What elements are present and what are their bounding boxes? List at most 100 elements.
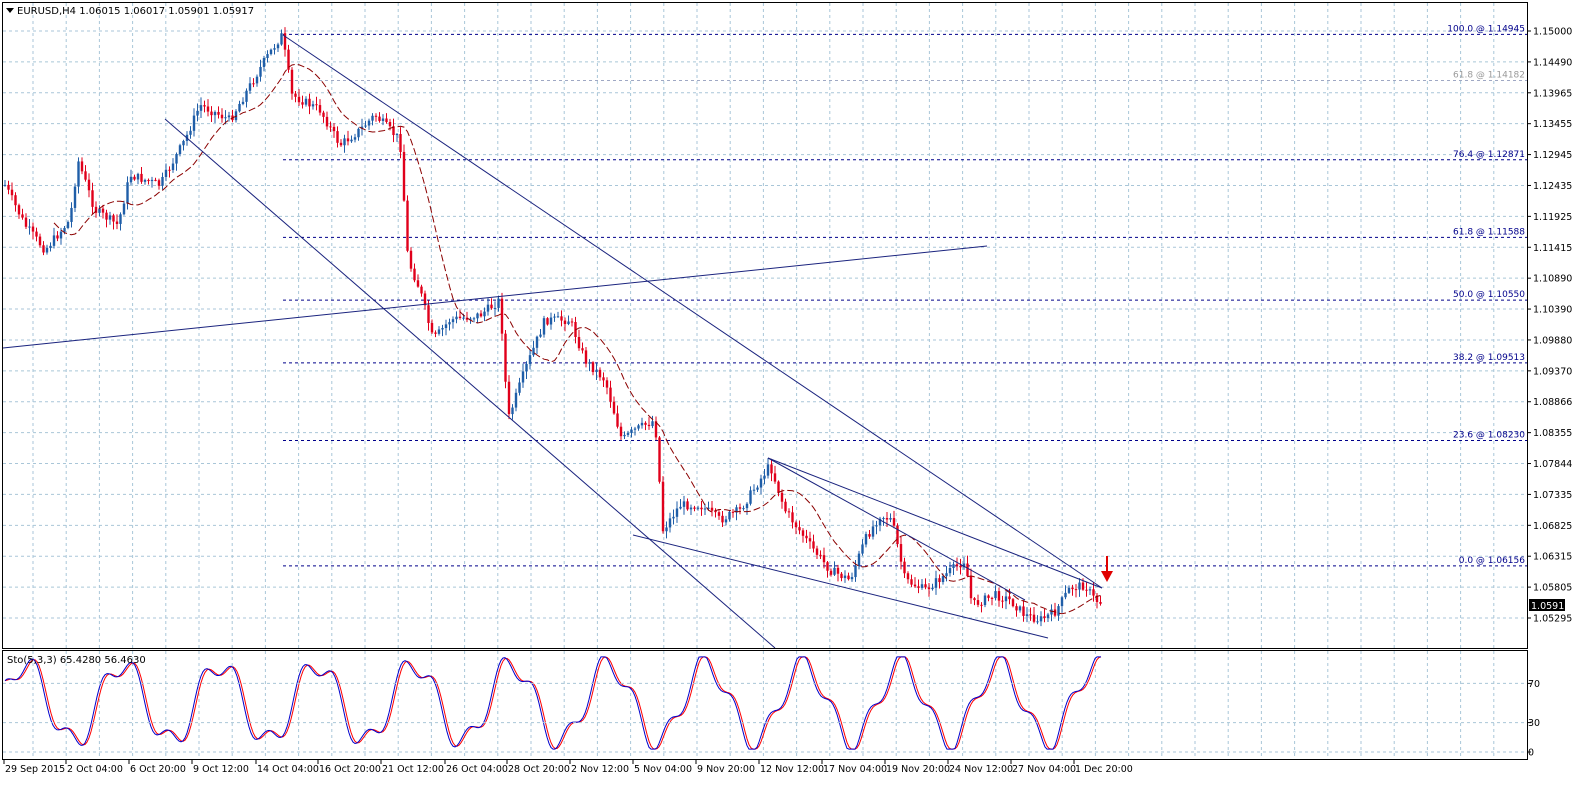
price-tick-label: 1.05295 bbox=[1533, 614, 1572, 625]
candle-body bbox=[248, 83, 252, 91]
candle-body bbox=[752, 489, 756, 491]
candle-body bbox=[1064, 592, 1067, 598]
candle-body bbox=[556, 316, 560, 318]
candle-body bbox=[931, 587, 934, 590]
time-tick-label: 2 Oct 04:00 bbox=[67, 764, 123, 775]
candle-body bbox=[178, 145, 182, 155]
candle-body bbox=[87, 179, 91, 191]
candle-body bbox=[315, 104, 318, 106]
candle-body bbox=[959, 565, 962, 568]
candle-body bbox=[899, 544, 903, 562]
candle-body bbox=[311, 104, 315, 107]
candle-body bbox=[360, 126, 364, 129]
candle-body bbox=[220, 114, 224, 119]
current-price-label: 1.05917 bbox=[1531, 601, 1570, 612]
candle-body bbox=[693, 507, 696, 509]
candle-body bbox=[364, 125, 367, 127]
candle-body bbox=[644, 422, 647, 425]
candle-body bbox=[287, 49, 290, 70]
triangle-down-icon[interactable] bbox=[6, 8, 14, 13]
candle-body bbox=[329, 126, 332, 128]
candle-body bbox=[308, 98, 311, 107]
candle-body bbox=[924, 584, 927, 588]
trendline bbox=[767, 457, 1103, 589]
candle-body bbox=[1025, 614, 1029, 616]
candle-body bbox=[857, 553, 861, 566]
fib-level-label: 100.0 @ 1.14945 bbox=[1447, 24, 1525, 34]
candle-body bbox=[840, 573, 843, 579]
candle-body bbox=[252, 83, 255, 85]
candle-body bbox=[577, 336, 581, 349]
candle-body bbox=[1085, 589, 1088, 591]
candle-body bbox=[119, 214, 122, 224]
symbol-header: EURUSD,H4 1.06015 1.06017 1.05901 1.0591… bbox=[17, 6, 254, 17]
candle-body bbox=[780, 492, 784, 502]
candle-body bbox=[416, 280, 420, 287]
trendline bbox=[164, 118, 776, 649]
candle-body bbox=[518, 382, 521, 393]
candle-body bbox=[451, 319, 455, 323]
candle-body bbox=[1022, 606, 1025, 616]
candle-body bbox=[773, 473, 777, 482]
fibonacci-retracement[interactable]: 100.0 @ 1.14945 61.8 @ 1.14182 76.4 @ 1.12… bbox=[283, 24, 1527, 567]
candle-body bbox=[917, 586, 920, 588]
trendline bbox=[632, 534, 1049, 639]
candle-body bbox=[409, 250, 413, 269]
candle-body bbox=[490, 304, 493, 309]
candle-body bbox=[21, 214, 24, 218]
candle-body bbox=[658, 437, 661, 482]
price-tick-label: 1.12435 bbox=[1533, 181, 1572, 192]
candle-body bbox=[714, 510, 717, 513]
time-tick-label: 1 Dec 20:00 bbox=[1075, 764, 1133, 775]
candle-body bbox=[584, 350, 588, 364]
indicator-frame bbox=[2, 650, 1528, 760]
candle-body bbox=[1099, 602, 1102, 604]
candle-body bbox=[56, 235, 59, 239]
candle-body bbox=[742, 508, 745, 510]
candle-body bbox=[910, 579, 913, 585]
indicator-label: Sto(5,3,3) 65.4280 56.4630 bbox=[7, 655, 146, 666]
time-axis[interactable]: 29 Sep 2015 2 Oct 04:00 6 Oct 20:00 9 Oct 1… bbox=[3, 760, 1133, 775]
time-tick-label: 14 Oct 04:00 bbox=[257, 764, 319, 775]
candle-body bbox=[997, 591, 1001, 601]
candle-body bbox=[301, 102, 304, 105]
candle-body bbox=[80, 161, 84, 172]
candle-body bbox=[623, 434, 626, 437]
price-tick-label: 1.12945 bbox=[1533, 150, 1572, 161]
candle-body bbox=[829, 570, 833, 575]
candle-body bbox=[234, 111, 238, 121]
candle-body bbox=[10, 189, 14, 196]
stoch-main-line bbox=[4, 656, 1101, 750]
candle-body bbox=[724, 519, 728, 523]
candle-body bbox=[1078, 582, 1081, 590]
candle-body bbox=[122, 203, 126, 215]
candle-body bbox=[1043, 616, 1046, 619]
candle-body bbox=[749, 490, 752, 504]
candle-body bbox=[654, 421, 658, 438]
candle-body bbox=[640, 422, 644, 426]
candle-body bbox=[987, 595, 990, 598]
candle-body bbox=[847, 575, 850, 580]
candle-body bbox=[570, 321, 574, 323]
trendline bbox=[767, 457, 1026, 601]
time-tick-label: 24 Nov 12:00 bbox=[949, 764, 1013, 775]
candle-body bbox=[745, 503, 749, 509]
price-axis[interactable]: 1.15000 1.14490 1.13965 1.13455 1.12945 1.124… bbox=[1527, 27, 1572, 625]
candle-body bbox=[458, 316, 462, 318]
candle-body bbox=[798, 527, 801, 531]
stochastic-oscillator bbox=[4, 656, 1102, 750]
candle-body bbox=[49, 245, 52, 249]
candle-body bbox=[98, 208, 101, 213]
candle-body bbox=[710, 507, 714, 511]
candle-body bbox=[1011, 599, 1015, 607]
candle-body bbox=[276, 44, 280, 49]
candle-body bbox=[1029, 614, 1032, 616]
price-tick-label: 1.06315 bbox=[1533, 552, 1572, 563]
time-tick-label: 19 Nov 20:00 bbox=[886, 764, 950, 775]
candle-body bbox=[738, 507, 742, 509]
candle-body bbox=[689, 507, 693, 510]
candle-body bbox=[903, 561, 906, 574]
trendlines[interactable] bbox=[2, 34, 1103, 649]
